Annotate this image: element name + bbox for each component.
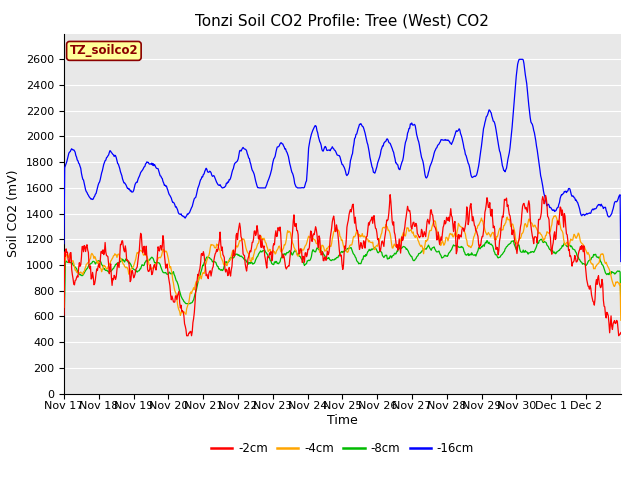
Legend: -2cm, -4cm, -8cm, -16cm: -2cm, -4cm, -8cm, -16cm — [206, 437, 479, 460]
X-axis label: Time: Time — [327, 414, 358, 427]
Text: TZ_soilco2: TZ_soilco2 — [70, 44, 138, 58]
Y-axis label: Soil CO2 (mV): Soil CO2 (mV) — [8, 170, 20, 257]
Title: Tonzi Soil CO2 Profile: Tree (West) CO2: Tonzi Soil CO2 Profile: Tree (West) CO2 — [195, 13, 490, 28]
